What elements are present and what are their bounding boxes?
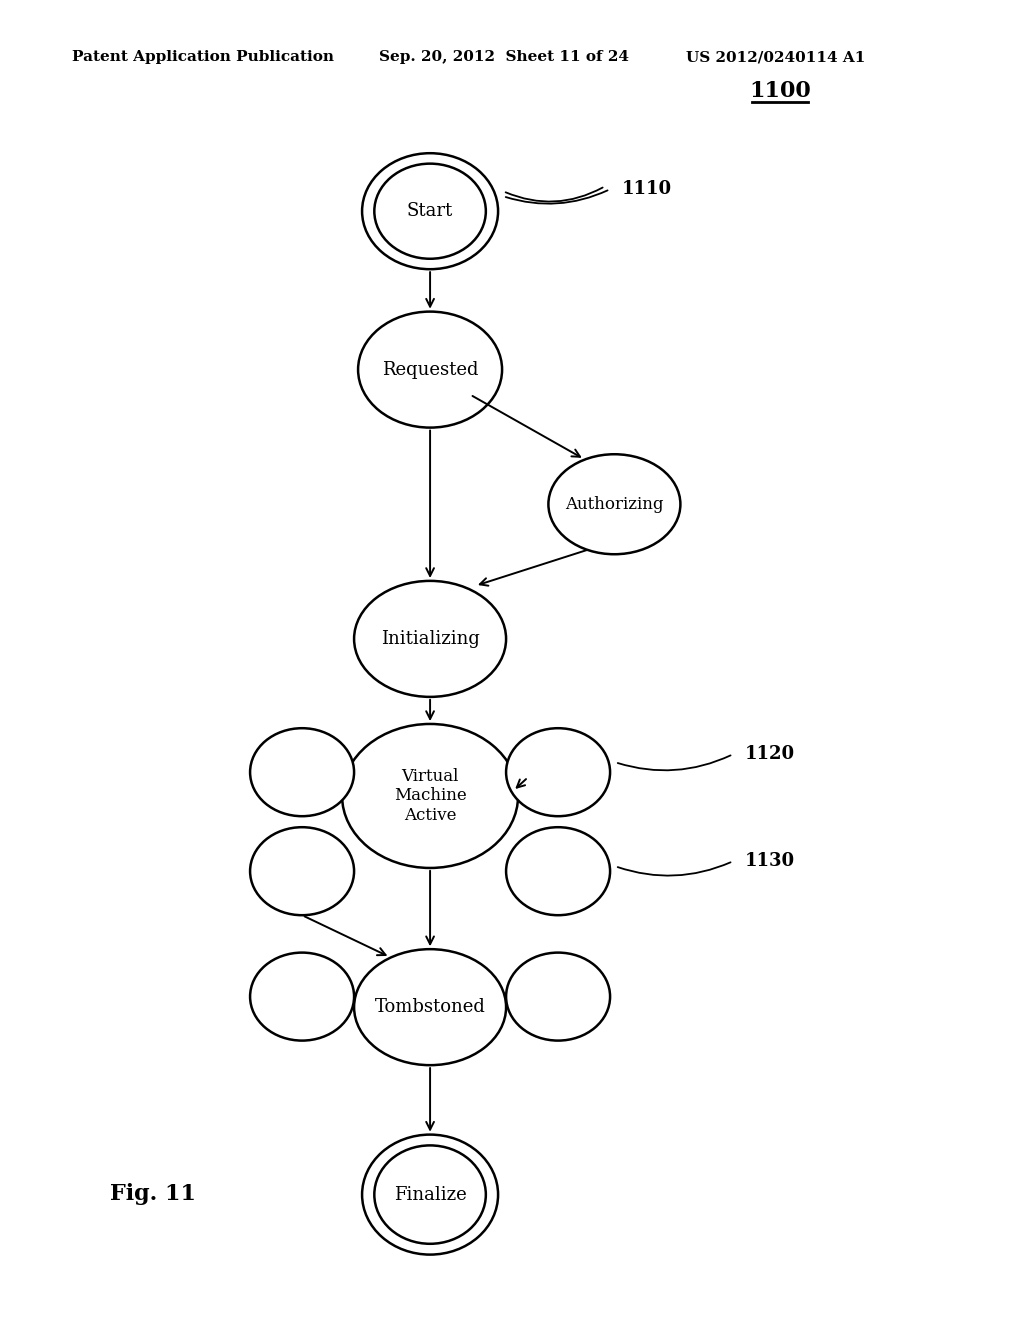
Ellipse shape [506, 953, 610, 1040]
Ellipse shape [549, 454, 680, 554]
Ellipse shape [342, 723, 518, 869]
Text: Fig. 11: Fig. 11 [110, 1183, 196, 1205]
Text: 1110: 1110 [622, 181, 672, 198]
Ellipse shape [354, 581, 506, 697]
Ellipse shape [354, 949, 506, 1065]
Text: Tombstoned: Tombstoned [375, 998, 485, 1016]
Text: US 2012/0240114 A1: US 2012/0240114 A1 [686, 50, 865, 65]
Text: Sep. 20, 2012  Sheet 11 of 24: Sep. 20, 2012 Sheet 11 of 24 [379, 50, 629, 65]
Text: 1130: 1130 [745, 853, 796, 870]
Text: Authorizing: Authorizing [565, 496, 664, 512]
Ellipse shape [362, 153, 498, 269]
Text: Finalize: Finalize [393, 1185, 467, 1204]
Text: Patent Application Publication: Patent Application Publication [72, 50, 334, 65]
Ellipse shape [250, 953, 354, 1040]
Text: Start: Start [407, 202, 454, 220]
Text: 1100: 1100 [750, 81, 811, 102]
Ellipse shape [506, 828, 610, 915]
Ellipse shape [506, 729, 610, 816]
Ellipse shape [358, 312, 502, 428]
Ellipse shape [362, 1135, 498, 1254]
Text: Initializing: Initializing [381, 630, 479, 648]
Ellipse shape [250, 828, 354, 915]
Text: Requested: Requested [382, 360, 478, 379]
Text: Virtual
Machine
Active: Virtual Machine Active [393, 768, 467, 824]
Text: 1120: 1120 [745, 746, 796, 763]
Ellipse shape [250, 729, 354, 816]
